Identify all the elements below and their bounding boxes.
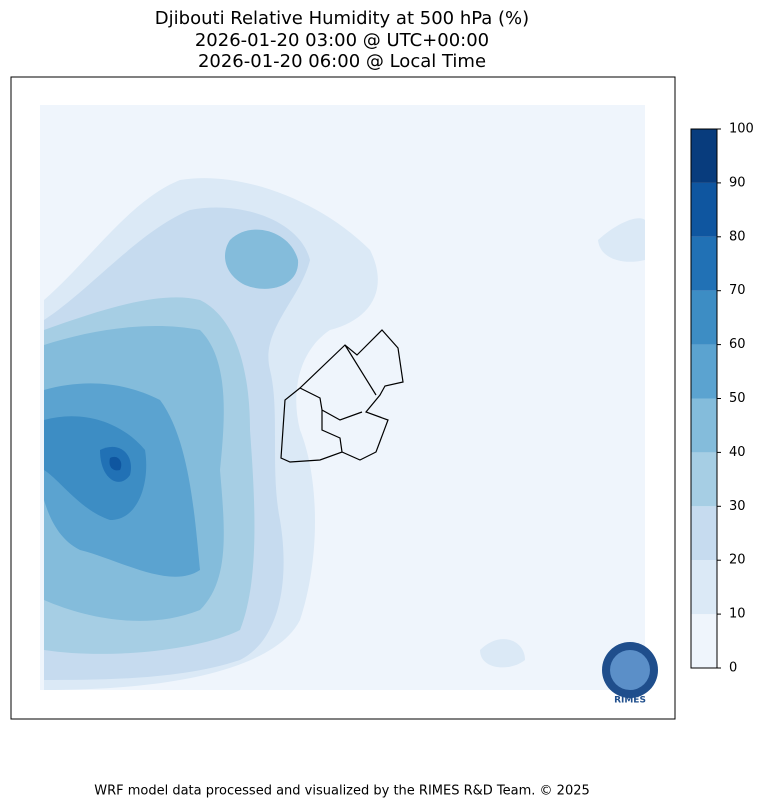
title-line: 2026-01-20 03:00 @ UTC+00:00 [195, 30, 489, 51]
colorbar-tick-label: 90 [729, 175, 746, 190]
footer: WRF model data processed and visualized … [94, 784, 590, 799]
colorbar-band [691, 129, 717, 183]
humidity-field [40, 105, 645, 690]
colorbar-band [691, 506, 717, 561]
logo: RIMES [602, 642, 658, 706]
country-borders [280, 329, 404, 463]
colorbar: 0 10 20 30 40 50 60 70 80 90 100 [691, 122, 754, 676]
colorbar-tick-label: 100 [729, 122, 754, 137]
colorbar-band [691, 344, 717, 399]
colorbar-tick-label: 80 [729, 229, 746, 244]
colorbar-band [691, 614, 717, 668]
colorbar-band [691, 560, 717, 615]
logo-text: RIMES [614, 696, 646, 706]
colorbar-band [691, 398, 717, 453]
colorbar-band [691, 182, 717, 237]
colorbar-band [691, 236, 717, 291]
colorbar-tick-label: 40 [729, 445, 746, 460]
title-line: 2026-01-20 06:00 @ Local Time [198, 51, 486, 72]
title-line: Djibouti Relative Humidity at 500 hPa (%… [155, 8, 529, 29]
colorbar-tick-label: 10 [729, 607, 746, 622]
colorbar-tick-label: 50 [729, 391, 746, 406]
colorbar-tick-label: 70 [729, 283, 746, 298]
colorbar-band [691, 290, 717, 345]
colorbar-tick-label: 60 [729, 337, 746, 352]
colorbar-band [691, 452, 717, 507]
colorbar-tick-label: 20 [729, 553, 746, 568]
colorbar-frame [690, 128, 718, 669]
colorbar-tick-label: 30 [729, 499, 746, 514]
colorbar-tick-label: 0 [729, 661, 737, 676]
